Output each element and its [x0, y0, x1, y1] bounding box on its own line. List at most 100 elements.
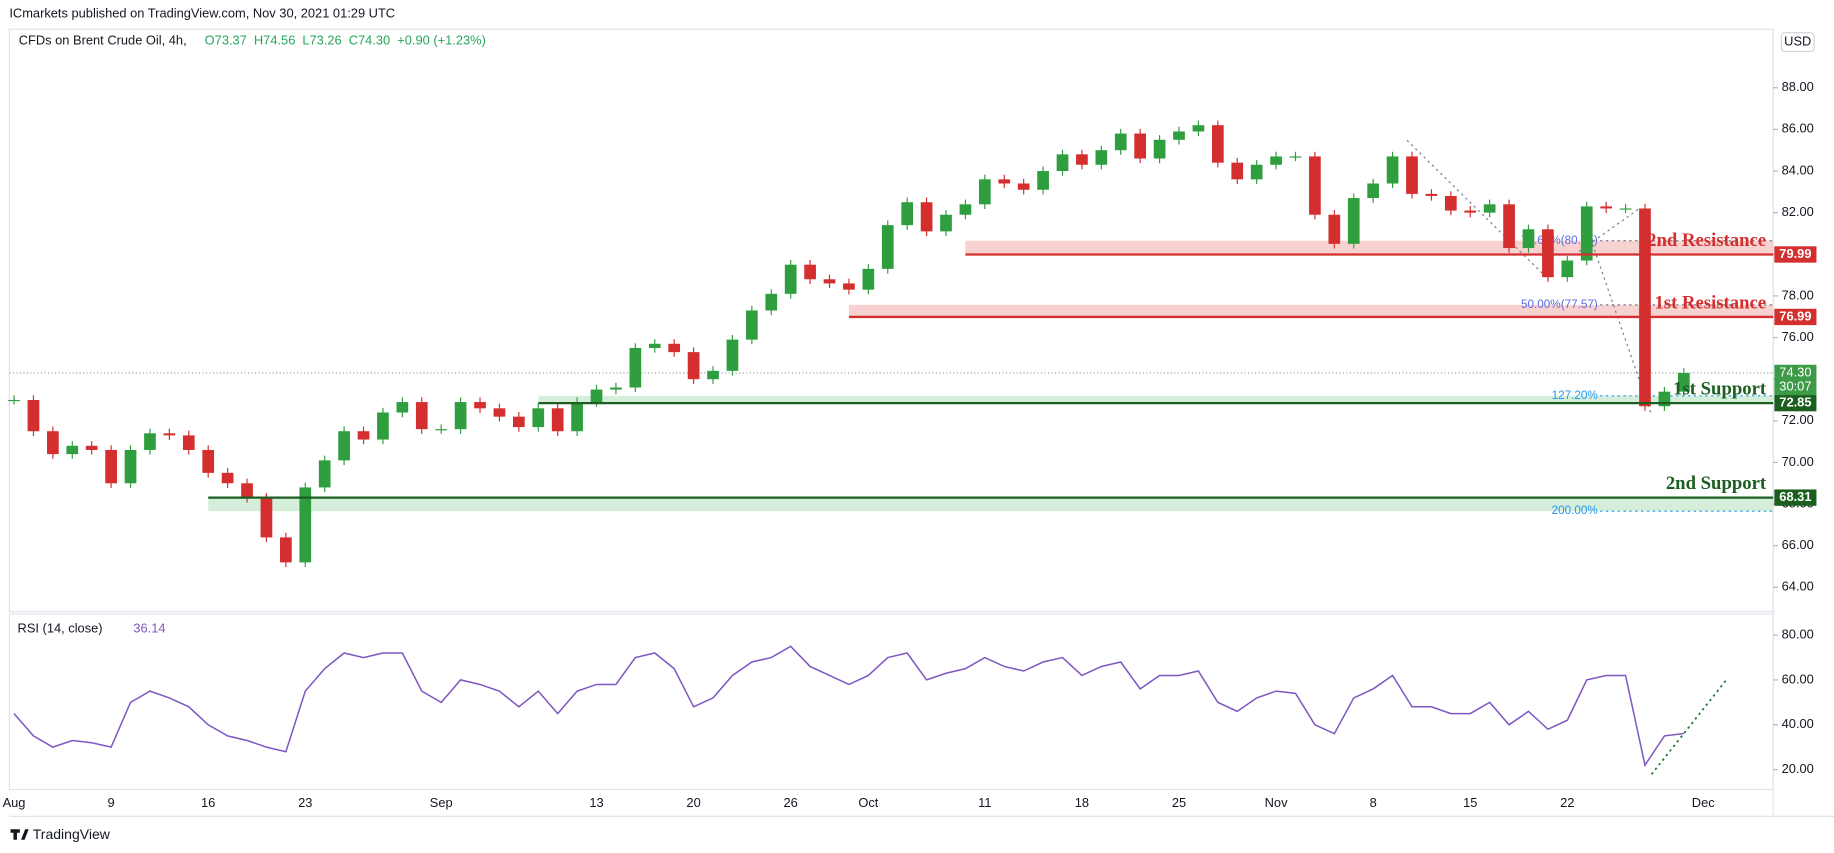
candle — [862, 268, 875, 290]
symbol: CFDs on Brent Crude Oil, 4h, — [19, 32, 187, 47]
currency-box — [1780, 32, 1815, 53]
ohlc-value: L73.26 — [302, 32, 341, 47]
level-price: 79.99 — [1779, 246, 1811, 261]
candle — [532, 408, 545, 428]
candle — [745, 310, 758, 340]
candle — [610, 387, 622, 390]
y-tick-label: 66.00 — [1782, 537, 1814, 552]
publish-note: ICmarkets published on TradingView.com, … — [9, 5, 395, 20]
candle — [163, 433, 176, 436]
y-tick-label: 70.00 — [1782, 454, 1814, 469]
ohlc-value: O73.37 — [205, 32, 247, 47]
x-tick-label: 23 — [298, 795, 312, 810]
candle — [707, 370, 719, 380]
x-tick-label: 20 — [686, 795, 700, 810]
fib-label: 127.20% — [1552, 389, 1598, 402]
rsi-y-tick-label: 80.00 — [1782, 626, 1814, 641]
y-tick-label: 78.00 — [1782, 287, 1814, 302]
candle — [1114, 133, 1127, 151]
candle — [1367, 183, 1380, 199]
candle — [47, 431, 59, 455]
candle — [1619, 208, 1632, 210]
rsi-y-tick-label: 20.00 — [1782, 761, 1814, 776]
candle — [144, 433, 156, 450]
x-tick-label: Dec — [1692, 795, 1715, 810]
rsi-y-tick-label: 40.00 — [1782, 716, 1814, 731]
level-price: 68.31 — [1779, 489, 1811, 504]
candle — [1386, 156, 1399, 184]
candle — [1658, 391, 1671, 407]
candle — [804, 264, 816, 280]
candle — [784, 264, 797, 294]
candle — [1677, 372, 1690, 392]
y-tick-label: 86.00 — [1782, 121, 1814, 136]
candle — [1425, 193, 1438, 196]
fib-label: 50.00%(77.57) — [1521, 298, 1598, 311]
candle — [629, 347, 642, 388]
candle — [648, 343, 661, 348]
ohlc: O73.37 H74.56 L73.26 C74.30 +0.90 (+1.23%) — [205, 32, 486, 47]
rsi-last: 36.14 — [133, 621, 165, 636]
zone — [208, 497, 1774, 512]
trend-line — [1406, 139, 1545, 276]
candle — [357, 431, 370, 440]
x-tick-label: 22 — [1560, 795, 1574, 810]
candle — [280, 537, 292, 563]
candle — [377, 412, 389, 440]
x-tick-label: Aug — [3, 795, 26, 810]
y-tick-label: 72.00 — [1782, 412, 1814, 427]
ohlc-value: H74.56 — [254, 32, 295, 47]
candle — [85, 445, 98, 450]
candle — [241, 483, 253, 498]
candle — [551, 408, 564, 432]
candle — [998, 179, 1011, 184]
candle — [1192, 125, 1205, 132]
x-tick-label: Sep — [430, 795, 453, 810]
x-tick-label: 18 — [1075, 795, 1089, 810]
candle — [202, 449, 215, 473]
candle — [396, 402, 409, 413]
candle — [1483, 204, 1496, 213]
candle — [1444, 195, 1457, 211]
candle — [726, 339, 739, 371]
candle — [124, 449, 137, 484]
candle — [823, 279, 836, 284]
candle — [1134, 133, 1147, 159]
candle — [1309, 156, 1321, 215]
candle — [1270, 156, 1282, 165]
candle — [182, 435, 195, 450]
candle — [920, 202, 933, 232]
fib-label: 78.60%(80.65) — [1521, 234, 1598, 247]
candle — [1095, 150, 1108, 165]
candle — [454, 402, 467, 430]
candle — [1153, 139, 1166, 159]
candle — [299, 487, 312, 563]
candle — [435, 429, 448, 431]
candle — [1600, 206, 1613, 209]
zone — [965, 240, 1774, 255]
zone — [848, 304, 1774, 317]
candle — [668, 343, 681, 353]
candle — [1056, 154, 1069, 172]
candle — [1037, 171, 1049, 190]
candle — [1639, 208, 1651, 407]
candle — [1211, 125, 1224, 163]
candle — [687, 352, 700, 380]
rsi-title: RSI (14, close) — [18, 621, 103, 636]
candle — [105, 449, 117, 484]
level-price-box — [1774, 489, 1817, 506]
candle — [1347, 198, 1360, 244]
candle — [843, 283, 855, 290]
countdown: 30:07 — [1779, 378, 1811, 393]
candle — [1522, 229, 1535, 249]
candle — [1250, 164, 1263, 180]
y-tick-label: 82.00 — [1782, 204, 1814, 219]
x-tick-label: 26 — [784, 795, 798, 810]
candle — [959, 204, 972, 215]
x-tick-label: 16 — [201, 795, 215, 810]
x-tick-label: 11 — [978, 795, 991, 810]
candle — [474, 402, 486, 409]
candle — [1464, 210, 1477, 213]
x-tick-label: 13 — [589, 795, 603, 810]
candle — [881, 225, 894, 269]
